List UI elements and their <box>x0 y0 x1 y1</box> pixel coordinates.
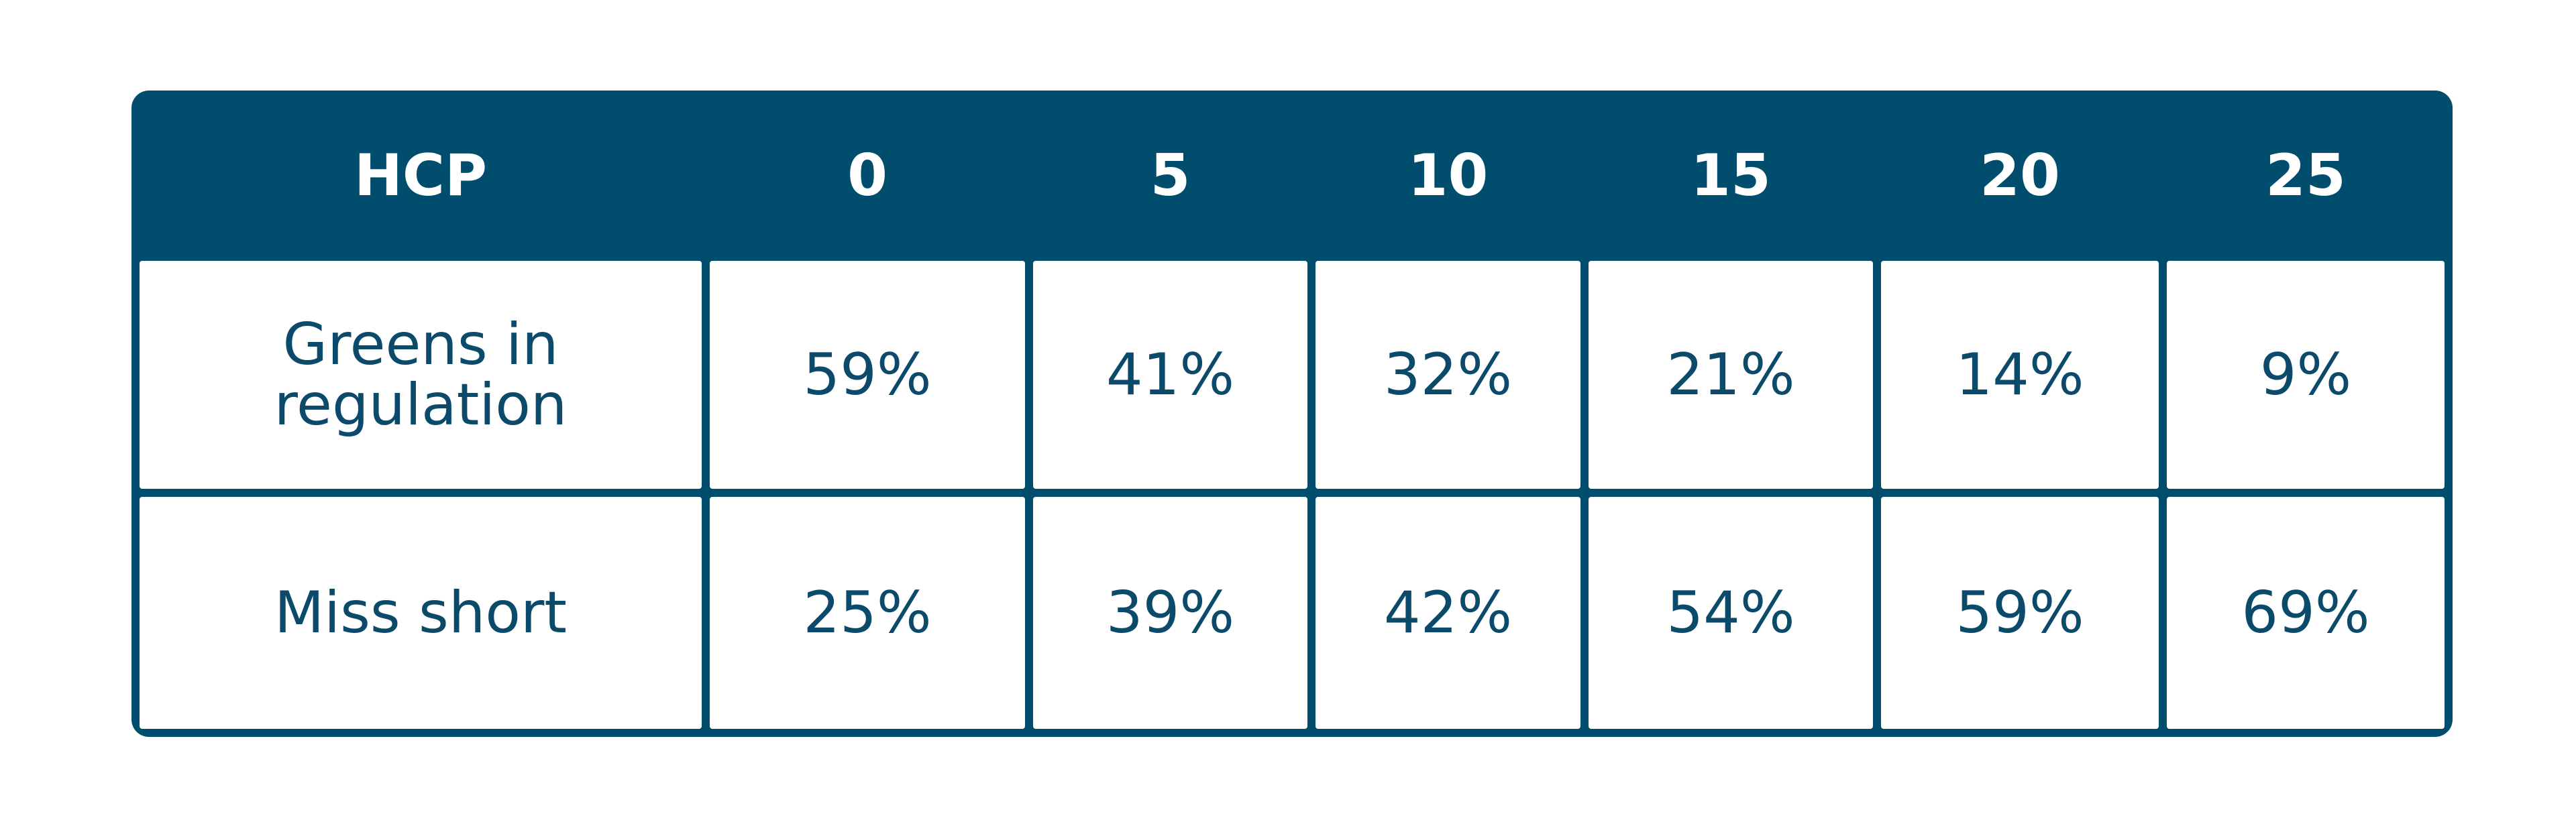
header-cell: HCP <box>140 99 702 253</box>
table-cell: 21% <box>1589 261 1873 489</box>
stats-table: HCP 0 5 10 15 20 25 Greens in regulation 59% 41%… <box>131 91 2453 737</box>
table-cell: 42% <box>1316 497 1580 729</box>
header-cell: 20 <box>1881 99 2159 253</box>
header-row: HCP 0 5 10 15 20 25 <box>140 99 2445 253</box>
header-cell: 15 <box>1589 99 1873 253</box>
table-cell: 41% <box>1033 261 1307 489</box>
table-cell: 32% <box>1316 261 1580 489</box>
header-cell: 25 <box>2167 99 2445 253</box>
table-cell: 59% <box>710 261 1025 489</box>
table-cell: 9% <box>2167 261 2445 489</box>
table-row: Miss short 25% 39% 42% 54% 59% 69% <box>140 497 2445 729</box>
table-cell: 59% <box>1881 497 2159 729</box>
row-label: Miss short <box>140 497 702 729</box>
row-label: Greens in regulation <box>140 261 702 489</box>
table-cell: 69% <box>2167 497 2445 729</box>
table-cell: 54% <box>1589 497 1873 729</box>
header-cell: 5 <box>1033 99 1307 253</box>
table-cell: 14% <box>1881 261 2159 489</box>
table-body: Greens in regulation 59% 41% 32% 21% 14% 9% Mis… <box>140 261 2445 729</box>
table-row: Greens in regulation 59% 41% 32% 21% 14% 9% <box>140 261 2445 489</box>
table-cell: 25% <box>710 497 1025 729</box>
header-cell: 0 <box>710 99 1025 253</box>
header-cell: 10 <box>1316 99 1580 253</box>
table-cell: 39% <box>1033 497 1307 729</box>
table-container: HCP 0 5 10 15 20 25 Greens in regulation 59% 41%… <box>131 91 2453 737</box>
